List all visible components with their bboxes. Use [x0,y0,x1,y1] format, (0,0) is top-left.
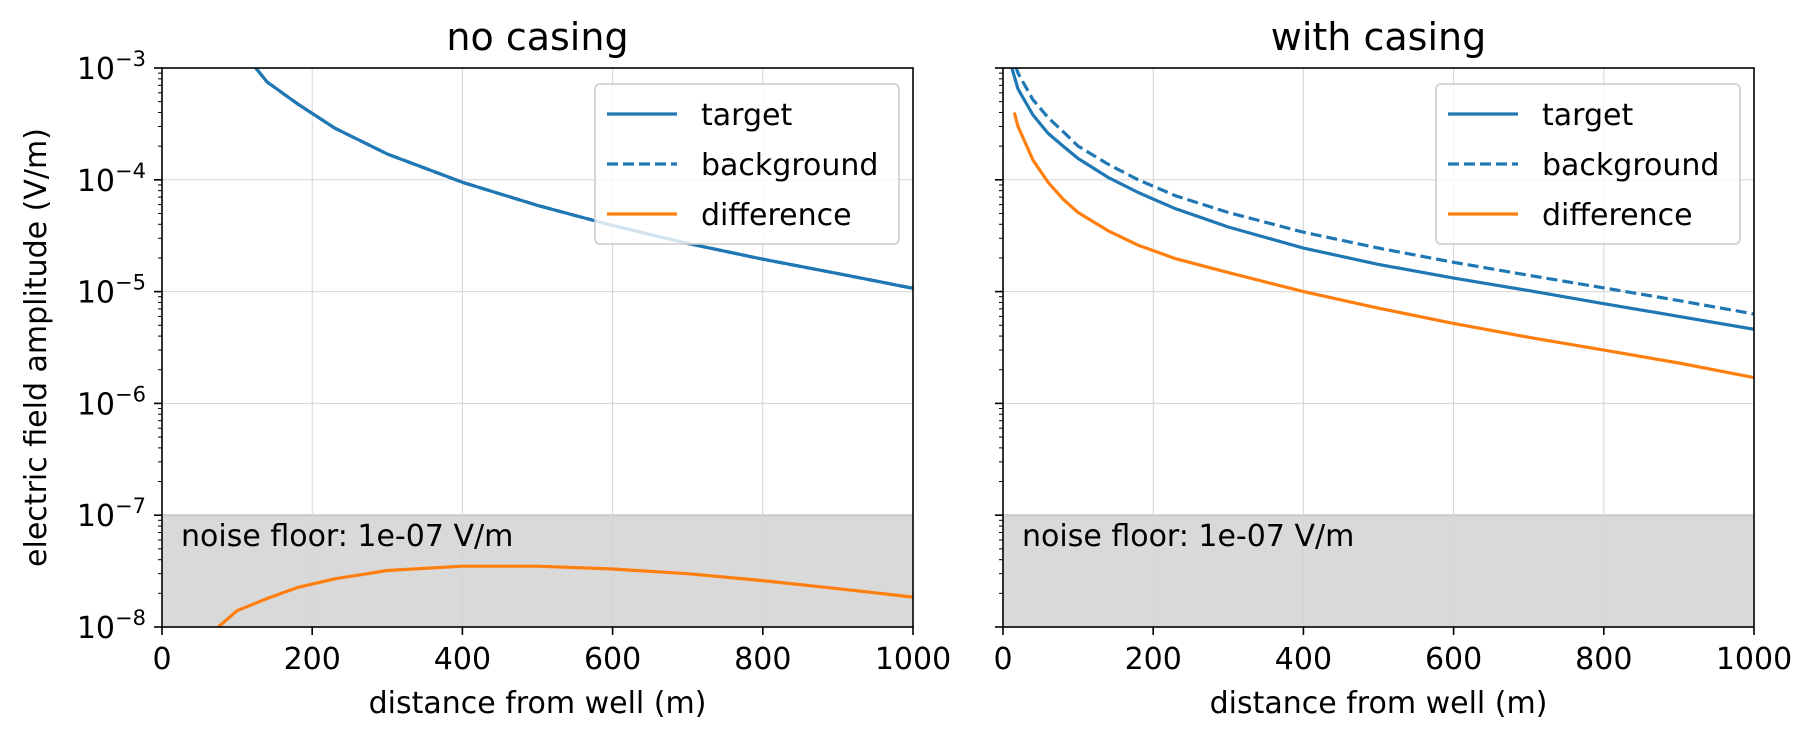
noise-floor-band [162,515,913,627]
noise-floor-label: noise floor: 1e-07 V/m [181,519,513,554]
legend-label-background: background [1542,148,1719,183]
panel-no-casing: noise floor: 1e-07 V/m 0 200 400 600 800 1000 1… [19,15,951,721]
x-tick-label: 800 [1575,642,1632,677]
x-tick-label: 400 [434,642,491,677]
legend-label-difference: difference [1542,198,1693,233]
legend-box [1435,83,1741,245]
legend: target background difference [594,83,900,245]
series-background-line [1014,68,1754,316]
noise-floor-band [1003,515,1754,627]
x-tick-label: 0 [993,642,1012,677]
x-tick-label: 600 [584,642,641,677]
y-tick-label: 10−3 [77,47,146,87]
axes-frame [161,67,914,628]
series-group [217,68,913,627]
x-tick-label: 200 [284,642,341,677]
y-axis-label: electric field amplitude (V/m) [19,128,54,567]
axes-frame [1002,67,1755,628]
x-tick-label: 800 [734,642,791,677]
legend-label-difference: difference [701,198,852,233]
legend-label-background: background [701,148,878,183]
y-tick-label: 10−6 [77,382,146,422]
series-difference-line [1012,112,1754,380]
chart-title: no casing [446,15,628,59]
x-tick-label: 1000 [875,642,951,677]
panel-with-casing: noise floor: 1e-07 V/m 0 200 400 600 800 1000 d… [993,15,1792,721]
series-target-line [1010,68,1754,331]
legend-box [594,83,900,245]
y-tick-label: 10−8 [77,606,146,646]
legend: target background difference [1435,83,1741,245]
series-group [1010,68,1754,380]
x-axis-label: distance from well (m) [1210,686,1548,721]
x-tick-label: 200 [1125,642,1182,677]
x-axis-label: distance from well (m) [369,686,707,721]
series-background-line [253,68,913,290]
legend-label-target: target [1542,98,1633,133]
x-tick-label: 400 [1275,642,1332,677]
y-tick-label: 10−4 [77,159,146,199]
x-tick-label: 600 [1425,642,1482,677]
chart-title: with casing [1271,15,1486,59]
y-tick-label: 10−5 [77,271,146,311]
x-tick-label: 0 [152,642,171,677]
y-tick-label: 10−7 [77,494,146,534]
series-difference-line [217,564,913,627]
noise-floor-label: noise floor: 1e-07 V/m [1022,519,1354,554]
x-tick-label: 1000 [1716,642,1792,677]
legend-label-target: target [701,98,792,133]
